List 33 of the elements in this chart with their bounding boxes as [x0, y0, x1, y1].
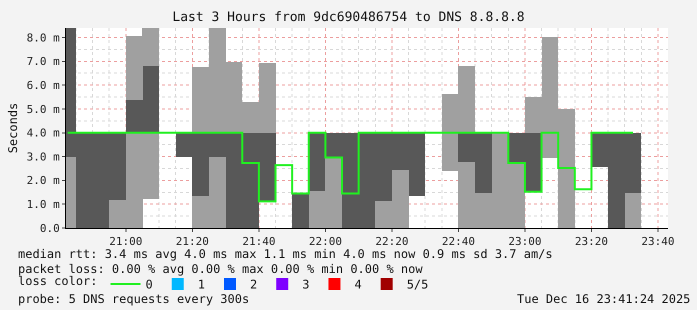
- legend-label: 4: [354, 278, 362, 292]
- y-tick-label: 3.0 m: [26, 150, 60, 164]
- text: packet loss: 0.00 % avg 0.00 % max 0.00 % min 0.00 % now: [18, 262, 424, 276]
- y-tick-label: 0.0: [40, 222, 60, 235]
- y-tick-label: 1.0 m: [26, 198, 60, 212]
- y-axis-title: Seconds: [6, 102, 20, 154]
- legend-label: 3: [302, 278, 310, 292]
- x-tick-label: 22:40: [442, 235, 475, 248]
- text: probe: 5 DNS requests every 300s: [18, 292, 250, 306]
- y-tick-label: 4.0 m: [26, 126, 60, 140]
- x-tick-label: 21:20: [176, 235, 209, 248]
- x-tick-label: 23:00: [508, 235, 542, 248]
- y-tick-label: 7.0 m: [26, 55, 60, 68]
- chart-title: Last 3 Hours from 9dc690486754 to DNS 8.8.8.8: [172, 10, 525, 26]
- bar: [625, 193, 641, 228]
- x-tick-label: 23:40: [641, 235, 675, 248]
- legend-label: 2: [250, 278, 258, 292]
- legend-label: 0: [146, 278, 153, 292]
- text: Tue Dec 16 23:41:24 2025: [517, 292, 690, 306]
- y-tick-label: 6.0 m: [26, 78, 60, 92]
- y-tick-label: 2.0 m: [26, 174, 60, 188]
- text: median rtt: 3.4 ms avg 4.0 ms max 1.1 ms min 4.0 ms now 0.9 ms sd 3.7 am/s: [18, 247, 553, 261]
- x-tick-label: 23:20: [574, 235, 608, 248]
- x-tick-label: 22:00: [308, 235, 342, 248]
- x-tick-label: 22:20: [375, 235, 408, 248]
- legend-label: 5/5: [406, 278, 428, 292]
- y-tick-label: 8.0 m: [26, 31, 60, 44]
- legend-label: 1: [198, 278, 205, 292]
- x-tick-label: 21:40: [242, 235, 276, 248]
- bar: [309, 133, 325, 191]
- legend-title: loss color:: [18, 274, 98, 288]
- y-tick-label: 5.0 m: [26, 102, 60, 116]
- x-tick-label: 21:00: [109, 235, 142, 248]
